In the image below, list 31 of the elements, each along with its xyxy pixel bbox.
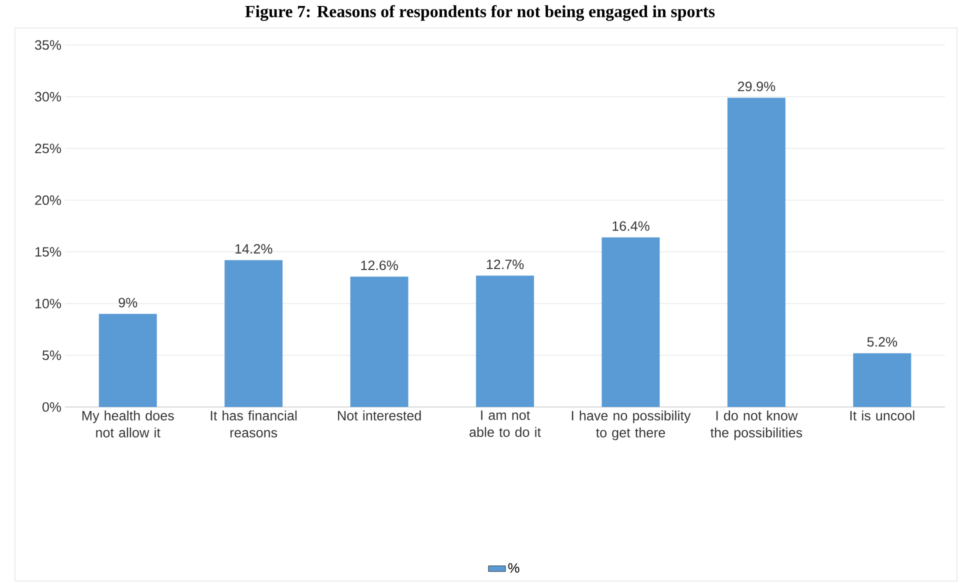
- bar: [853, 353, 912, 407]
- data-label: 9%: [118, 298, 138, 308]
- x-tick-label: I have no possibility to get there: [572, 410, 691, 440]
- y-tick-label: 0%: [42, 402, 61, 412]
- bar: [98, 314, 157, 407]
- y-tick-label: 35%: [34, 40, 61, 50]
- data-label: 12.7%: [486, 260, 524, 270]
- data-label: 5.2%: [867, 337, 898, 347]
- x-tick-label: It has financial reasons: [210, 410, 297, 438]
- y-tick-label: 10%: [35, 298, 61, 308]
- bar: [350, 276, 408, 407]
- x-tick-label: Not interested: [338, 410, 421, 420]
- bar: [602, 237, 660, 407]
- bar: [727, 98, 786, 407]
- x-tick-label: I do not know the possibilities: [710, 410, 802, 440]
- y-tick-label: 15%: [35, 247, 61, 257]
- x-tick-label: I am not able to do it: [470, 410, 541, 437]
- legend-label: %: [508, 563, 520, 573]
- chart-title: Figure 7: Reasons of respondents for not being engaged in sports: [245, 5, 715, 21]
- y-tick-label: 25%: [35, 144, 61, 154]
- data-label: 16.4%: [612, 221, 650, 231]
- data-label: 29.9%: [738, 82, 776, 92]
- x-tick-label: My health does not allow it: [82, 410, 174, 438]
- bar: [224, 260, 283, 407]
- x-tick-label: It is uncool: [850, 410, 914, 420]
- bar: [476, 276, 534, 407]
- data-label: 12.6%: [361, 260, 398, 270]
- y-tick-label: 5%: [42, 350, 61, 360]
- y-tick-label: 20%: [35, 195, 61, 205]
- y-tick-label: 30%: [34, 92, 61, 102]
- data-label: 14.2%: [235, 244, 272, 254]
